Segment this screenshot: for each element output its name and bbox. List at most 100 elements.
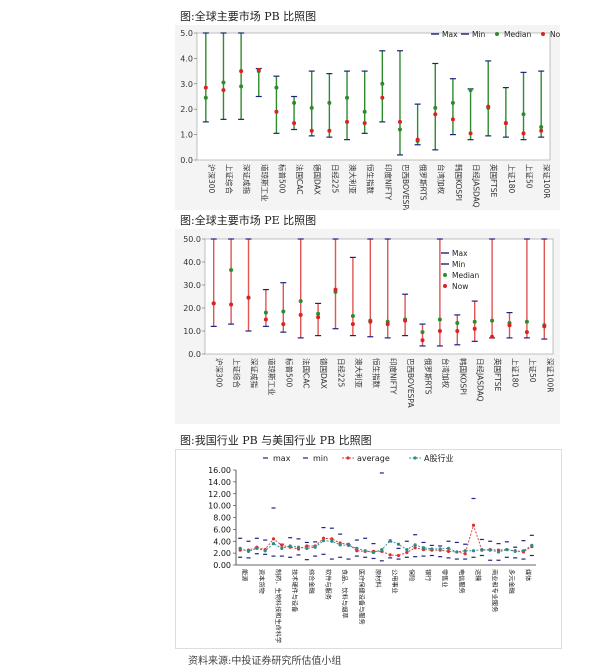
x-tick-label: 上证综合: [224, 164, 234, 194]
median-point: [524, 319, 529, 324]
average-point: [305, 544, 309, 548]
median-point: [239, 84, 244, 89]
a-share-point: [388, 539, 392, 543]
now-point: [472, 326, 477, 331]
a-share-point: [255, 546, 259, 550]
now-point: [316, 315, 321, 320]
average-point: [471, 523, 476, 527]
y-tick-label: 14.00: [208, 478, 231, 487]
x-tick-label: 巴西BOVESPA: [406, 358, 415, 408]
x-tick-label: 恒生指数: [371, 358, 381, 388]
average-point: [396, 553, 401, 558]
median-point: [274, 85, 279, 90]
x-tick-label: 德国DAX: [319, 358, 329, 389]
x-tick-label: 深证100R: [542, 164, 551, 199]
now-point: [539, 128, 544, 133]
x-tick-label: 道琼斯工业: [260, 164, 270, 202]
y-tick-label: 10.0: [183, 327, 201, 336]
median-point: [539, 124, 544, 129]
x-tick-label: 标普500: [277, 164, 287, 194]
x-tick-label: 沪深300: [215, 358, 225, 388]
a-share-point: [355, 546, 359, 550]
y-tick-label: 2.0: [180, 105, 193, 114]
median-point: [203, 95, 208, 100]
legend-median-swatch: [495, 32, 499, 36]
average-point: [388, 553, 392, 557]
x-tick-label: 印度NIFTY: [383, 164, 393, 201]
x-tick-label: 电信服务: [457, 569, 465, 594]
legend-label: Max: [442, 30, 458, 39]
chart1-title: 图:全球主要市场 PB 比照图: [180, 10, 317, 23]
median-point: [316, 311, 321, 316]
x-tick-label: 银行: [424, 569, 432, 581]
a-share-point: [246, 549, 251, 553]
plot-area: [196, 32, 551, 161]
now-point: [397, 119, 402, 124]
a-share-point: [346, 543, 351, 548]
a-share-point: [338, 543, 342, 547]
pe-chart: 0.0 10.0 20.0 30.0 40.0 50.0 沪深300 上证综合 深证成指 道琼斯工…: [183, 235, 554, 408]
a-share-point: [363, 549, 367, 553]
x-tick-label: 印度NIFTY: [389, 358, 399, 395]
legend-label: average: [357, 454, 390, 463]
average-point: [405, 550, 409, 555]
a-share-point: [288, 544, 292, 548]
pb-chart-panel: 0.0 1.0 2.0 3.0 4.0 5.0 沪深300 上证综合 深证成指 道琼斯工业 标普50…: [175, 25, 560, 210]
median-point: [468, 88, 473, 93]
a-share-point: [280, 546, 284, 550]
now-point: [246, 295, 251, 300]
a-share-point: [530, 543, 534, 548]
legend-label: Min: [452, 260, 466, 269]
x-tick-label: 公用事业: [391, 569, 399, 594]
x-tick-label: 制药、生物科技和生命科学: [274, 569, 282, 643]
a-share-point: [455, 550, 459, 554]
now-point: [221, 88, 226, 93]
a-share-point: [371, 550, 376, 555]
now-point: [274, 109, 279, 114]
x-tick-label: 韩国KOSPI: [458, 358, 468, 395]
average-point: [463, 552, 467, 556]
x-tick-label: 道琼斯工业: [267, 358, 277, 396]
x-tick-label: 综合金融: [307, 569, 315, 594]
x-tick-label: 食品、饮料与烟草: [341, 569, 349, 619]
a-share-point: [321, 539, 326, 543]
y-tick-label: 6.00: [213, 525, 231, 534]
now-point: [455, 329, 460, 333]
legend-label: Max: [452, 249, 468, 258]
x-tick-label: 恒生指数: [366, 164, 376, 194]
legend-now-swatch: [443, 284, 447, 288]
a-share-point: [446, 546, 451, 550]
y-tick-label: 20.0: [183, 304, 201, 313]
average-point: [321, 536, 326, 540]
a-share-point: [380, 547, 384, 552]
y-tick-label: 8.00: [213, 514, 231, 523]
y-tick-label: 30.0: [183, 281, 201, 290]
median-point: [437, 317, 442, 322]
y-tick-label: 50.0: [183, 235, 201, 244]
x-tick-label: 韩国KOSPI: [454, 164, 464, 201]
now-point: [490, 334, 495, 339]
now-point: [486, 104, 491, 109]
industry-pb-chart-panel: 0.00 2.00 4.00 6.00 8.00 10.00 12.00 14.00 16.00…: [175, 449, 562, 649]
x-tick-label: 日经225: [330, 164, 340, 194]
a-share-point: [505, 547, 509, 552]
x-tick-label: 医疗保健设备与服务: [357, 569, 365, 625]
x-tick-label: 上证50: [528, 358, 537, 383]
now-point: [524, 330, 529, 335]
y-tick-label: 4.00: [213, 537, 231, 546]
plot-area: [204, 238, 554, 355]
x-tick-label: 软件与服务: [324, 569, 332, 600]
average-point: [271, 537, 276, 541]
industry-pb-chart: 0.00 2.00 4.00 6.00 8.00 10.00 12.00 14.00 16.00…: [208, 453, 536, 643]
now-point: [229, 302, 234, 307]
x-tick-label: 英国FTSE: [493, 358, 503, 392]
x-tick-label: 法国CAC: [302, 358, 312, 388]
median-point: [309, 105, 314, 110]
legend-a-share-dot: [413, 456, 417, 460]
a-share-point: [430, 547, 434, 551]
a-share-point: [305, 546, 309, 550]
x-tick-label: 商业和专业服务: [491, 569, 499, 612]
x-tick-label: 技术硬件与设备: [291, 569, 299, 613]
a-share-point: [396, 542, 401, 546]
now-point: [256, 67, 261, 72]
